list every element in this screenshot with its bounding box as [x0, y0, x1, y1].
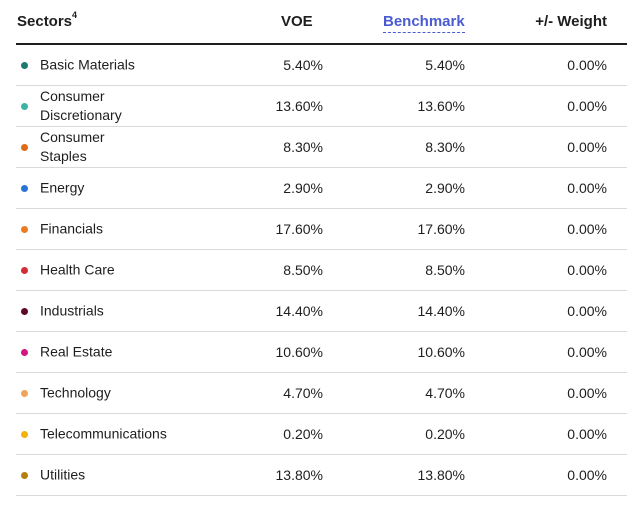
- header-weight: +/- Weight: [535, 13, 607, 30]
- sector-color-dot: [21, 431, 28, 438]
- sector-color-dot: [21, 349, 28, 356]
- benchmark-value: 8.50%: [425, 262, 465, 278]
- table-row: Technology 4.70% 4.70% 0.00%: [16, 373, 627, 414]
- benchmark-value: 10.60%: [417, 344, 465, 360]
- benchmark-value: 2.90%: [425, 180, 465, 196]
- header-voe: VOE: [281, 13, 313, 30]
- sector-label: Consumer Staples: [40, 129, 105, 164]
- voe-value: 4.70%: [283, 385, 323, 401]
- voe-value: 2.90%: [283, 180, 323, 196]
- benchmark-value: 13.80%: [417, 467, 465, 483]
- voe-value: 13.60%: [275, 98, 323, 114]
- benchmark-value: 17.60%: [417, 221, 465, 237]
- voe-value: 0.20%: [283, 426, 323, 442]
- weight-diff-value: 0.00%: [567, 426, 607, 442]
- sector-color-dot: [21, 144, 28, 151]
- sector-label: Telecommunications: [40, 425, 167, 442]
- weight-diff-value: 0.00%: [567, 180, 607, 196]
- sector-color-dot: [21, 103, 28, 110]
- voe-value: 17.60%: [275, 221, 323, 237]
- weight-diff-value: 0.00%: [567, 385, 607, 401]
- voe-value: 13.80%: [275, 467, 323, 483]
- sector-color-dot: [21, 308, 28, 315]
- voe-value: 14.40%: [275, 303, 323, 319]
- table-row: Energy 2.90% 2.90% 0.00%: [16, 168, 627, 209]
- sector-label: Health Care: [40, 261, 115, 278]
- benchmark-value: 13.60%: [417, 98, 465, 114]
- table-row: Utilities 13.80% 13.80% 0.00%: [16, 455, 627, 496]
- sector-color-dot: [21, 185, 28, 192]
- benchmark-link[interactable]: Benchmark: [383, 13, 465, 33]
- benchmark-value: 5.40%: [425, 57, 465, 73]
- sector-label: Real Estate: [40, 343, 113, 360]
- weight-diff-value: 0.00%: [567, 139, 607, 155]
- sector-color-dot: [21, 390, 28, 397]
- benchmark-value: 14.40%: [417, 303, 465, 319]
- sector-label: Basic Materials: [40, 56, 135, 73]
- weight-diff-value: 0.00%: [567, 57, 607, 73]
- sector-color-dot: [21, 62, 28, 69]
- sector-label: Energy: [40, 179, 85, 196]
- weight-diff-value: 0.00%: [567, 467, 607, 483]
- sector-color-dot: [21, 226, 28, 233]
- header-sectors: Sectors4: [17, 10, 78, 30]
- sector-table: Sectors4 VOE Benchmark +/- Weight Basic …: [16, 0, 627, 496]
- voe-value: 5.40%: [283, 57, 323, 73]
- weight-diff-value: 0.00%: [567, 98, 607, 114]
- sector-label: Industrials: [40, 302, 104, 319]
- sector-color-dot: [21, 472, 28, 479]
- table-body: Basic Materials 5.40% 5.40% 0.00% Consumer D…: [16, 45, 627, 496]
- voe-value: 10.60%: [275, 344, 323, 360]
- sector-label: Technology: [40, 384, 111, 401]
- footnote-ref[interactable]: 4: [72, 10, 78, 20]
- table-row: Consumer Staples 8.30% 8.30% 0.00%: [16, 127, 627, 168]
- table-row: Consumer Discretionary 13.60% 13.60% 0.00%: [16, 86, 627, 127]
- sector-label: Utilities: [40, 466, 86, 483]
- sector-label: Consumer Discretionary: [40, 88, 122, 123]
- table-row: Basic Materials 5.40% 5.40% 0.00%: [16, 45, 627, 86]
- voe-value: 8.30%: [283, 139, 323, 155]
- table-row: Industrials 14.40% 14.40% 0.00%: [16, 291, 627, 332]
- benchmark-value: 4.70%: [425, 385, 465, 401]
- header-sectors-label: Sectors: [17, 13, 73, 30]
- table-row: Telecommunications 0.20% 0.20% 0.00%: [16, 414, 627, 455]
- weight-diff-value: 0.00%: [567, 303, 607, 319]
- table-row: Health Care 8.50% 8.50% 0.00%: [16, 250, 627, 291]
- voe-value: 8.50%: [283, 262, 323, 278]
- sector-label: Financials: [40, 220, 104, 237]
- benchmark-value: 8.30%: [425, 139, 465, 155]
- weight-diff-value: 0.00%: [567, 221, 607, 237]
- benchmark-value: 0.20%: [425, 426, 465, 442]
- table-row: Real Estate 10.60% 10.60% 0.00%: [16, 332, 627, 373]
- table-header: Sectors4 VOE Benchmark +/- Weight: [16, 0, 627, 45]
- weight-diff-value: 0.00%: [567, 262, 607, 278]
- sector-color-dot: [21, 267, 28, 274]
- table-row: Financials 17.60% 17.60% 0.00%: [16, 209, 627, 250]
- weight-diff-value: 0.00%: [567, 344, 607, 360]
